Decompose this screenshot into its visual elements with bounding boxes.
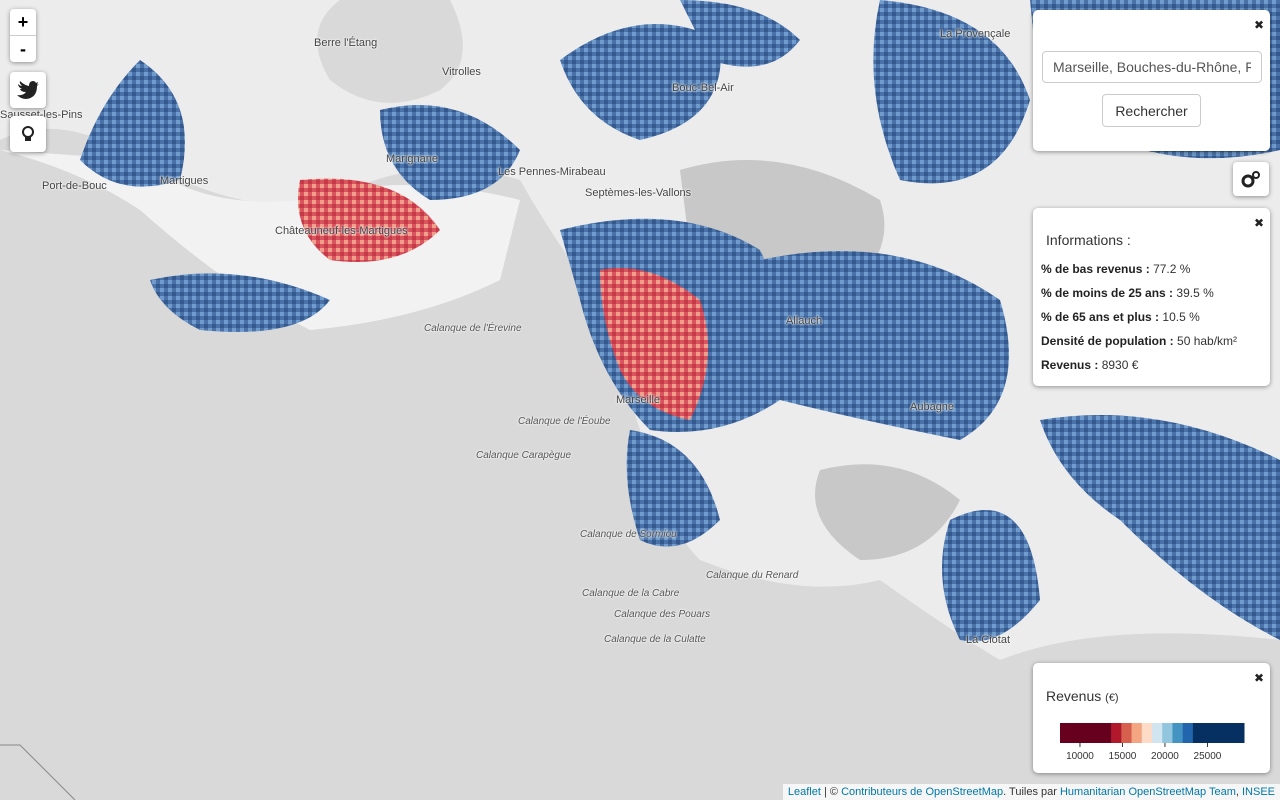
settings-icon (1241, 171, 1260, 188)
zoom-out[interactable]: - (20, 39, 26, 59)
place-label: La Provençale (940, 28, 1011, 40)
legend-swatch (1060, 723, 1071, 743)
legend-tick-label: 20000 (1151, 751, 1179, 762)
legend-scale: 10000 15000 20000 25000 (1060, 723, 1245, 762)
close-button[interactable]: ✖ (1253, 671, 1264, 685)
legend-swatch (1172, 723, 1184, 743)
place-label: Calanque de la Culatte (604, 634, 706, 645)
legend-tick-label: 15000 (1109, 751, 1137, 762)
legend-swatch (1213, 723, 1225, 743)
legend-title: Revenus (1046, 688, 1102, 704)
twitter-button[interactable] (10, 72, 46, 108)
legend-swatch (1223, 723, 1235, 743)
legend-swatch (1162, 723, 1173, 743)
search-panel: ✖ Rechercher (1033, 10, 1270, 151)
place-label: Marseille (616, 394, 661, 406)
info-row: Revenus : 8930 € (1041, 358, 1270, 372)
link[interactable]: Leaflet (787, 786, 821, 798)
info-label: % de 65 ans et plus : (1041, 310, 1160, 324)
legend-swatch (1070, 723, 1081, 743)
attribution: Leaflet | © Contributeurs de OpenStreetM… (782, 784, 1280, 800)
place-label: Vitrolles (442, 66, 481, 78)
legend-swatch (1131, 723, 1143, 743)
legend-swatch (1182, 723, 1194, 743)
legend-swatch (1192, 723, 1204, 743)
legend-swatch (1141, 723, 1153, 743)
place-label: Marignane (386, 153, 438, 165)
info-panel: ✖ Informations : % de bas revenus : 77.2… (1033, 208, 1270, 386)
legend-swatch (1203, 723, 1214, 743)
settings-button[interactable] (1233, 162, 1269, 196)
zoom-control: + - (10, 9, 36, 62)
legend-tick-label: 25000 (1194, 751, 1222, 762)
info-value: 39.5 % (1176, 286, 1214, 300)
info-label: Densité de population : (1041, 334, 1174, 348)
info-title: Informations : (1046, 232, 1131, 248)
twitter-icon (17, 81, 39, 99)
link[interactable]: INSEE (1241, 786, 1275, 798)
link[interactable]: Contributeurs de OpenStreetMap (841, 786, 1004, 798)
link[interactable]: Humanitarian OpenStreetMap Team (1059, 786, 1236, 798)
place-label: Calanque Carapègue (476, 450, 572, 461)
close-button[interactable]: ✖ (1253, 216, 1264, 230)
zoom-in[interactable]: + (10, 9, 36, 36)
info-value: 10.5 % (1162, 310, 1200, 324)
info-value: 77.2 % (1153, 262, 1191, 276)
text: | © (820, 786, 842, 798)
legend-unit: (€) (1105, 692, 1119, 704)
place-label: Calanque des Pouars (614, 609, 711, 620)
place-label: Calanque de la Cabre (582, 588, 680, 599)
place-label: Aubagne (910, 401, 955, 413)
info-row: % de moins de 25 ans : 39.5 % (1041, 286, 1270, 300)
place-label: Calanque de l'Éoube (518, 416, 611, 427)
search-button[interactable]: Rechercher (1102, 94, 1201, 127)
legend-tick-label: 10000 (1066, 751, 1094, 762)
place-label: Martigues (160, 175, 209, 187)
place-label: Les Pennes-Mirabeau (498, 166, 606, 178)
place-label: Septèmes-les-Vallons (585, 187, 692, 199)
info-row: Densité de population : 50 hab/km² (1041, 334, 1270, 348)
info-label: % de bas revenus : (1041, 262, 1150, 276)
search-input[interactable] (1042, 51, 1262, 83)
place-label: Port-de-Bouc (42, 180, 107, 192)
legend-swatch (1090, 723, 1102, 743)
info-rows: % de bas revenus : 77.2 % % de moins de 2… (1033, 262, 1270, 372)
place-label: Allauch (786, 315, 823, 327)
legend-swatch (1111, 723, 1122, 743)
close-button[interactable]: ✖ (1253, 18, 1264, 32)
place-label: Calanque de Sormiou (580, 529, 677, 540)
place-label: Châteauneuf-les-Martigues (275, 225, 408, 237)
place-label: Berre l'Étang (314, 37, 378, 49)
text: , (1235, 786, 1242, 798)
place-label: La Ciotat (966, 634, 1011, 646)
text: . Tuiles par (1003, 786, 1060, 798)
legend-panel: ✖ Revenus (€) 10000 15000 20000 25000 (1033, 663, 1270, 773)
legend-swatch (1121, 723, 1133, 743)
info-row: % de 65 ans et plus : 10.5 % (1041, 310, 1270, 324)
legend-swatch (1100, 723, 1112, 743)
info-label: Revenus : (1041, 358, 1099, 372)
legend-swatch (1152, 723, 1163, 743)
legend-swatch (1233, 723, 1245, 743)
lightbulb-button[interactable] (10, 116, 46, 152)
place-label: Calanque du Renard (706, 570, 799, 581)
info-value: 50 hab/km² (1177, 334, 1238, 348)
lightbulb-icon (22, 126, 34, 141)
info-row: % de bas revenus : 77.2 % (1041, 262, 1270, 276)
place-label: Calanque de l'Érevine (424, 323, 522, 334)
info-value: 8930 € (1101, 358, 1139, 372)
info-label: % de moins de 25 ans : (1041, 286, 1174, 300)
legend-swatch (1080, 723, 1092, 743)
place-label: Bouc-Bel-Air (672, 82, 734, 94)
